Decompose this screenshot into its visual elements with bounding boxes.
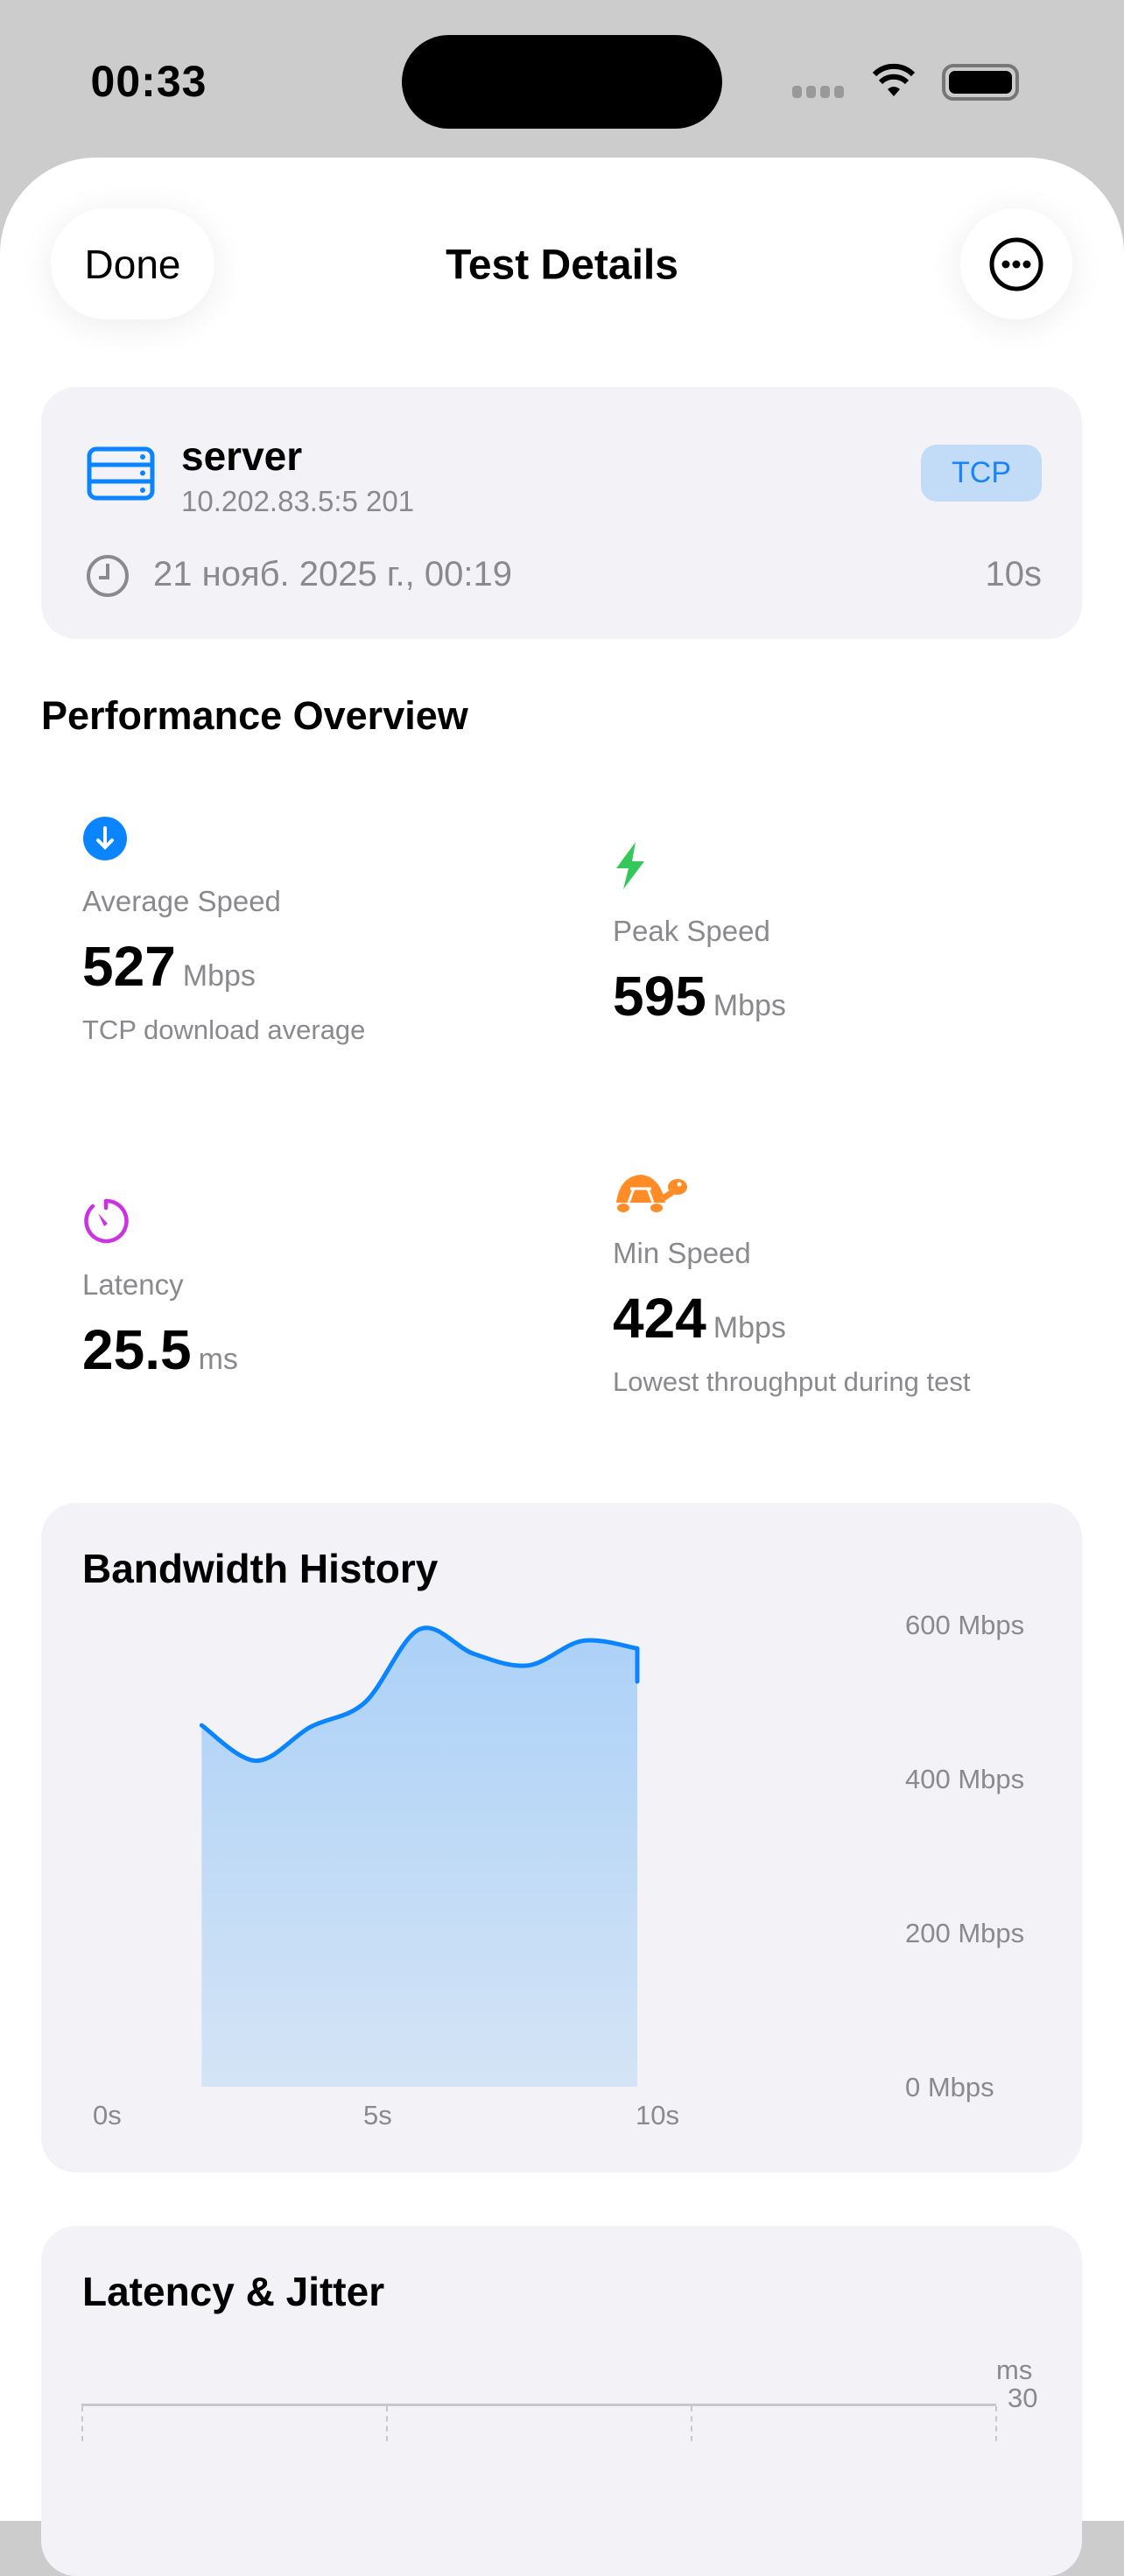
tortoise-icon: [616, 1175, 687, 1212]
bolt-icon: [616, 842, 644, 889]
server-icon: [87, 446, 155, 501]
y-tick-label: 0 Mbps: [905, 2072, 994, 2102]
metric-value: 424: [613, 1287, 706, 1350]
wifi-icon: [872, 63, 916, 96]
gridline: [995, 2406, 997, 2441]
arrow-down-circle-icon: [83, 817, 127, 860]
timer-icon: [84, 1198, 129, 1244]
x-tick-label: 10s: [636, 2100, 679, 2130]
done-button[interactable]: Done: [51, 208, 214, 319]
gridline: [691, 2406, 692, 2441]
dynamic-island: [402, 35, 722, 129]
bandwidth-history-card: Bandwidth History 600 Mbps 400 Mbps 200 …: [41, 1503, 1082, 2172]
server-card: server 10.202.83.5:5 201 TCP 21 нояб. 20…: [41, 387, 1082, 639]
metric-label: Min Speed: [613, 1237, 751, 1269]
bandwidth-area: [201, 1627, 637, 2087]
metric-unit: Mbps: [713, 1311, 786, 1344]
chart-title: Bandwidth History: [82, 1546, 439, 1591]
y-axis-unit: ms: [996, 2355, 1033, 2385]
battery-icon: [942, 64, 1019, 101]
chart-title: Latency & Jitter: [82, 2269, 385, 2314]
metric-label: Latency: [82, 1268, 184, 1301]
peak-speed-tile: Peak Speed 595 Mbps: [613, 840, 786, 1028]
metric-value: 595: [613, 965, 706, 1028]
ellipsis-circle-icon: [989, 237, 1043, 291]
metric-unit: Mbps: [182, 959, 256, 993]
metric-value: 527: [82, 935, 176, 998]
y-tick-label: 400 Mbps: [905, 1764, 1025, 1794]
clock-icon: [87, 555, 129, 597]
server-address: 10.202.83.5:5 201: [181, 485, 415, 517]
status-time: 00:33: [90, 57, 207, 106]
x-tick-label: 0s: [93, 2100, 122, 2130]
latency-tile: Latency 25.5 ms: [82, 1197, 238, 1382]
gridline: [81, 2404, 996, 2406]
test-date: 21 нояб. 2025 г., 00:19: [153, 555, 512, 593]
gridline: [81, 2406, 83, 2441]
y-tick-label: 30: [1008, 2383, 1038, 2413]
metric-note: TCP download average: [82, 1014, 366, 1045]
metric-label: Average Speed: [82, 885, 281, 917]
average-speed-tile: Average Speed 527 Mbps TCP download avera…: [82, 816, 365, 1046]
metric-note: Lowest throughput during test: [613, 1366, 971, 1397]
section-title: Performance Overview: [41, 693, 468, 738]
y-tick-label: 200 Mbps: [905, 1918, 1025, 1948]
test-duration: 10s: [985, 555, 1043, 593]
metric-value: 25.5: [82, 1318, 192, 1381]
metric-unit: Mbps: [713, 989, 786, 1022]
page-title: Test Details: [446, 242, 678, 289]
min-speed-tile: Min Speed 424 Mbps Lowest throughput duri…: [613, 1171, 970, 1398]
y-tick-label: 600 Mbps: [905, 1610, 1025, 1640]
metric-label: Peak Speed: [613, 915, 770, 947]
cellular-signal-icon: [792, 86, 844, 98]
x-tick-label: 5s: [363, 2100, 392, 2130]
bandwidth-line: [199, 1625, 640, 1764]
latency-jitter-card: Latency & Jitter ms 30: [41, 2226, 1082, 2576]
metric-unit: ms: [198, 1343, 238, 1376]
bandwidth-chart: [199, 1625, 640, 2087]
gridline: [386, 2406, 388, 2441]
protocol-badge: TCP: [921, 445, 1042, 502]
more-button[interactable]: [960, 208, 1072, 319]
server-name: server: [181, 433, 303, 479]
